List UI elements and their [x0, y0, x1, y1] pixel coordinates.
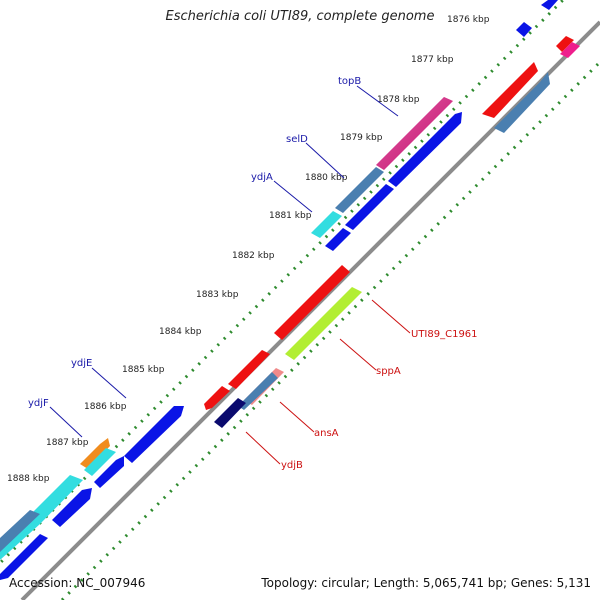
tick-label: 1885 kbp	[122, 365, 165, 375]
gene-label-ydjA[interactable]: ydjA	[251, 172, 273, 183]
gene-ydjB[interactable]	[214, 398, 246, 428]
callout-line-ansA	[279, 401, 315, 433]
topology-text: Topology: circular; Length: 5,065,741 bp…	[261, 576, 591, 590]
map-title: Escherichia coli UTI89, complete genome	[165, 9, 435, 24]
callout-line-topB	[356, 85, 399, 117]
callout-line-UTI89_C1961	[371, 299, 411, 334]
tick-label: 1881 kbp	[269, 211, 312, 221]
callout-line-ydjB	[245, 431, 281, 465]
gene-blue-lower-4[interactable]	[0, 534, 48, 580]
gene-blue-lower-1[interactable]	[124, 406, 184, 463]
gene-pink-small[interactable]	[560, 42, 580, 58]
gene-blue-lower-3[interactable]	[52, 488, 92, 527]
gene-red-mid[interactable]	[228, 350, 270, 389]
gene-blue-lower-2[interactable]	[94, 456, 124, 488]
tick-label: 1880 kbp	[305, 173, 348, 183]
tick-label: 1883 kbp	[196, 290, 239, 300]
gene-blue-inner-2[interactable]	[345, 184, 394, 230]
gene-blue-top-1[interactable]	[516, 22, 532, 37]
tick-label: 1887 kbp	[46, 438, 89, 448]
inner-dotted-ring	[60, 59, 600, 600]
tick-label: 1882 kbp	[232, 251, 275, 261]
gene-ydjF-orange[interactable]	[80, 438, 110, 469]
gene-steel-top[interactable]	[494, 72, 550, 133]
gene-label-ydjE[interactable]: ydjE	[71, 358, 92, 369]
gene-label-ansA[interactable]: ansA	[314, 428, 339, 439]
tick-label: 1877 kbp	[411, 55, 454, 65]
gene-label-UTI89_C1961[interactable]: UTI89_C1961	[411, 329, 478, 340]
callout-line-sppA	[339, 338, 377, 371]
gene-blue-top-2[interactable]	[541, 0, 558, 10]
tick-label: 1888 kbp	[7, 474, 50, 484]
callout-line-selD	[305, 142, 345, 179]
gene-blue-inner-1[interactable]	[388, 112, 462, 187]
forward-callouts	[49, 85, 399, 438]
callout-line-ydjA	[273, 180, 313, 213]
gene-label-ydjB[interactable]: ydjB	[281, 460, 303, 471]
gene-steel-left[interactable]	[0, 510, 40, 552]
tick-label: 1878 kbp	[377, 95, 420, 105]
reverse-callouts	[245, 299, 411, 465]
gene-ydjE-cyan[interactable]	[84, 448, 116, 476]
tick-label: 1886 kbp	[84, 402, 127, 412]
gene-red-top[interactable]	[482, 62, 538, 118]
reverse-gene-labels: UTI89_C1961 sppA ansA ydjB	[281, 329, 478, 471]
tick-label: 1879 kbp	[340, 133, 383, 143]
gene-cyan-long[interactable]	[0, 475, 83, 560]
gene-UTI89_C1961[interactable]	[274, 265, 350, 340]
gene-selD[interactable]	[335, 167, 384, 213]
reverse-genes	[204, 36, 580, 428]
gene-label-selD[interactable]: selD	[286, 134, 308, 145]
callout-line-ydjE	[91, 367, 127, 399]
tick-label: 1876 kbp	[447, 15, 490, 25]
tick-label: 1884 kbp	[159, 327, 202, 337]
accession-text: Accession: NC_007946	[9, 576, 146, 590]
gene-red-small[interactable]	[556, 36, 574, 52]
gene-ydjA[interactable]	[311, 211, 342, 238]
gene-blue-inner-3[interactable]	[325, 228, 351, 251]
forward-gene-labels: topB selD ydjA ydjE ydjF	[28, 76, 361, 409]
gene-label-sppA[interactable]: sppA	[376, 366, 401, 377]
gene-label-ydjF[interactable]: ydjF	[28, 398, 49, 409]
gene-steel-mid[interactable]	[238, 372, 278, 410]
callout-line-ydjF	[49, 406, 83, 438]
forward-genes	[0, 0, 558, 580]
gene-sppA[interactable]	[285, 287, 362, 360]
gene-label-topB[interactable]: topB	[338, 76, 361, 87]
outer-dotted-ruler	[0, 0, 565, 566]
tick-labels: 1876 kbp 1877 kbp 1878 kbp 1879 kbp 1880…	[7, 15, 490, 484]
gene-red-left[interactable]	[204, 386, 230, 410]
